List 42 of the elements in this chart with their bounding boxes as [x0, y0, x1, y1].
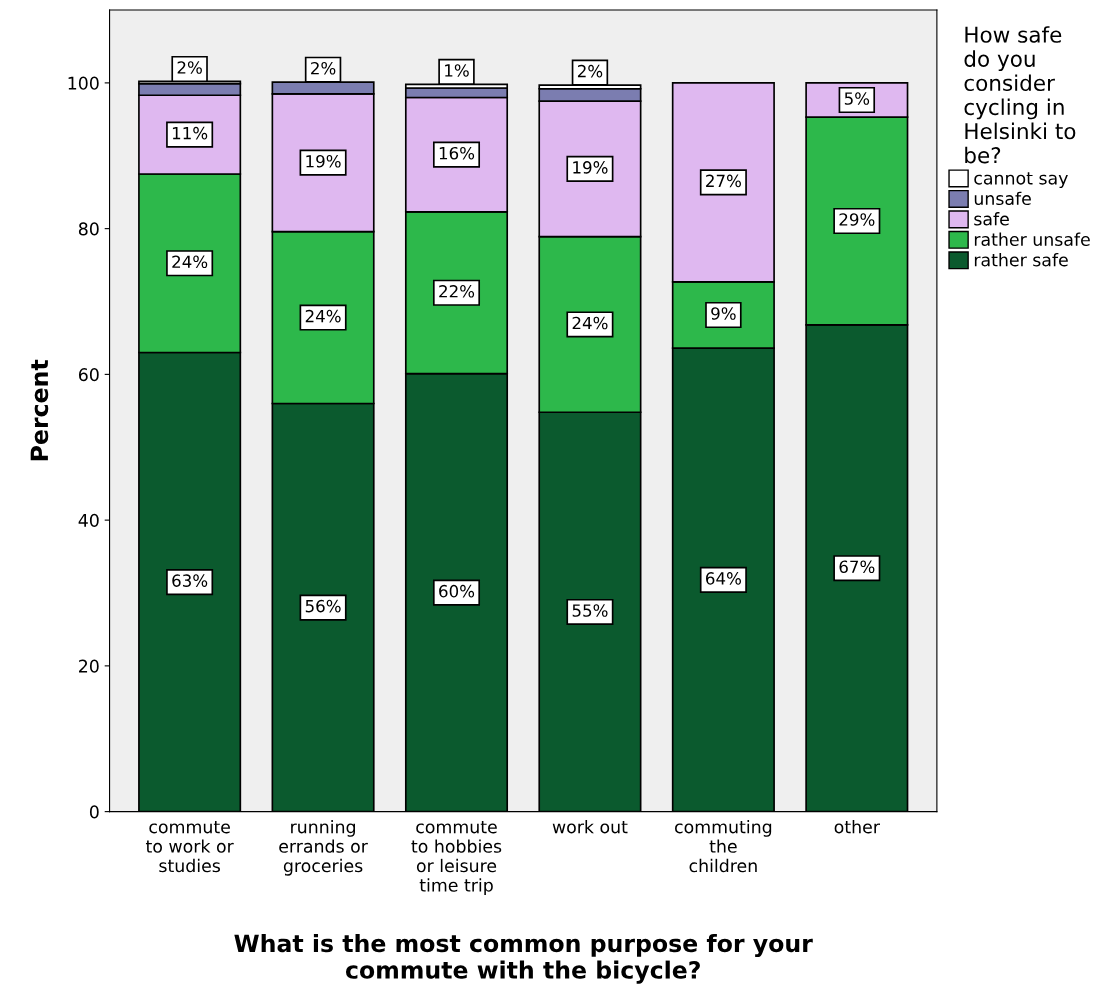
legend-title: How safe do you consider cycling in Helsinki to be?: [964, 26, 1076, 164]
data-label: 27%: [706, 174, 741, 188]
data-label: 24%: [305, 309, 341, 323]
x-tick-label: commute to work or studies: [145, 820, 234, 873]
data-label: 11%: [172, 126, 208, 140]
y-axis-title: Percent: [30, 359, 49, 461]
legend-label: safe: [974, 212, 1009, 226]
x-tick-label: other: [834, 819, 880, 834]
x-tick-label: work out: [552, 819, 628, 834]
x-axis-title: What is the most common purpose for your commute with the bicycle?: [234, 933, 813, 984]
data-label: 63%: [172, 574, 208, 587]
y-tick-label: 20: [79, 659, 99, 673]
legend-label: rather safe: [974, 253, 1068, 267]
data-label: 24%: [172, 255, 208, 269]
data-label: 2%: [311, 61, 336, 75]
data-label: 5%: [844, 92, 870, 105]
data-label: 67%: [839, 560, 875, 574]
data-label: 19%: [573, 161, 608, 174]
x-tick-label: commuting the children: [675, 819, 772, 873]
legend-label: cannot say: [974, 172, 1068, 188]
data-label: 56%: [305, 599, 341, 613]
data-label: 22%: [439, 285, 475, 298]
y-tick-label: 80: [78, 222, 99, 236]
y-tick-label: 40: [78, 513, 99, 527]
y-tick-label: 60: [78, 368, 99, 382]
data-label: 60%: [439, 584, 475, 598]
y-tick-label: 0: [89, 805, 99, 819]
data-label: 2%: [177, 61, 202, 74]
x-tick-label: commute to hobbies or leisure time trip: [411, 820, 502, 896]
data-label: 9%: [711, 307, 736, 320]
legend-label: unsafe: [974, 191, 1031, 206]
data-label: 55%: [572, 604, 608, 617]
x-tick-label: running errands or groceries: [279, 819, 368, 876]
data-label: 16%: [439, 146, 475, 160]
data-label: 2%: [577, 64, 603, 78]
data-label: 64%: [706, 572, 741, 585]
data-label: 29%: [839, 213, 875, 226]
data-label: 1%: [445, 64, 469, 77]
y-tick-label: 100: [68, 76, 99, 90]
data-label: 19%: [306, 154, 341, 168]
legend-label: rather unsafe: [974, 232, 1090, 246]
data-label: 24%: [572, 316, 608, 330]
